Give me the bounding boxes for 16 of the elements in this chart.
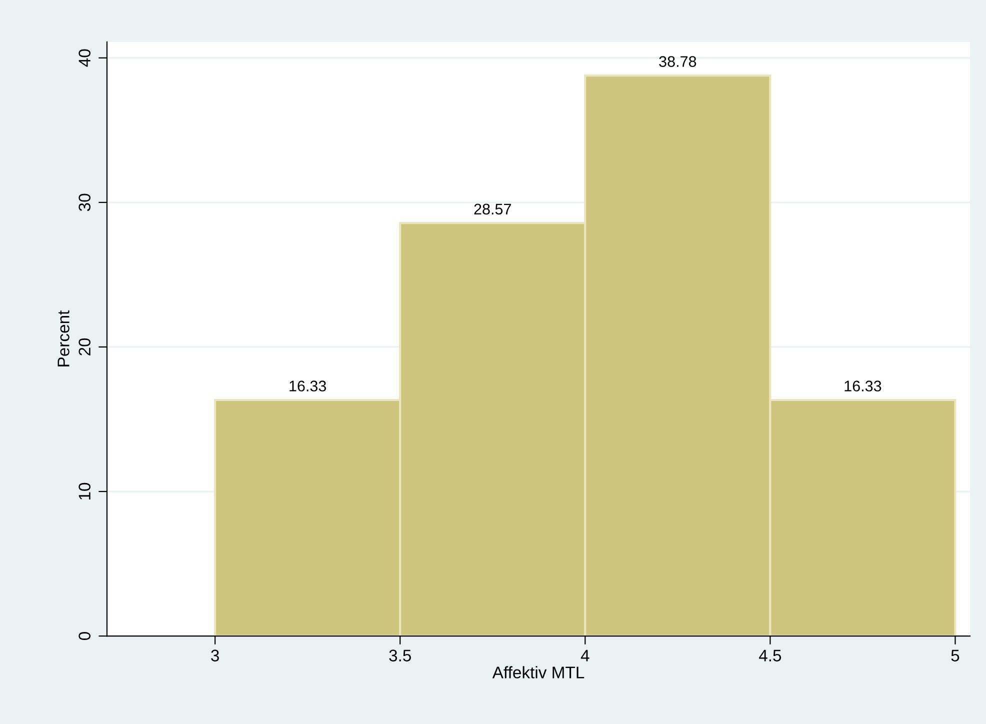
data-label: 28.57 [474,204,511,215]
y-axis-title: Percent [58,310,70,366]
x-tick-label: 5 [951,650,960,662]
y-tick-label: 20 [78,338,90,356]
y-tick-label: 30 [78,194,90,212]
data-label: 16.33 [844,380,882,392]
x-axis-title: Affektiv MTL [492,666,584,678]
x-tick-label: 4.5 [758,650,782,662]
x-tick-label: 4 [580,650,590,662]
x-tick-label: 3 [211,650,219,662]
x-tick-label: 3.5 [389,650,411,662]
y-tick-label: 0 [78,632,90,640]
y-tick-label: 10 [78,482,90,500]
y-tick-label: 40 [78,49,90,67]
data-label: 16.33 [290,380,326,392]
data-label: 38.78 [659,56,696,67]
